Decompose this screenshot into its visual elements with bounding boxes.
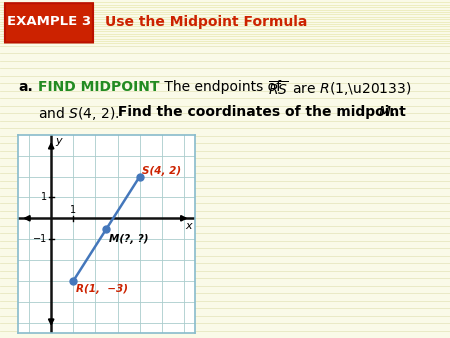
Text: Use the Midpoint Formula: Use the Midpoint Formula [105,15,307,29]
Text: $\overline{RS}$: $\overline{RS}$ [268,80,288,99]
Text: are $R$(1,\u20133): are $R$(1,\u20133) [288,80,412,97]
Text: 1: 1 [70,204,77,215]
Text: R(1,  −3): R(1, −3) [76,284,127,294]
Text: Find the coordinates of the midpoint: Find the coordinates of the midpoint [113,105,411,119]
FancyBboxPatch shape [5,3,93,43]
Text: x: x [185,221,192,231]
Text: −1: −1 [33,234,47,244]
Text: FIND MIDPOINT: FIND MIDPOINT [38,80,159,94]
Text: M(?, ?): M(?, ?) [109,234,148,244]
Text: $M$.: $M$. [378,105,396,119]
Text: The endpoints of: The endpoints of [160,80,285,94]
Text: S(4, 2): S(4, 2) [142,166,181,175]
Text: EXAMPLE 3: EXAMPLE 3 [7,16,91,28]
Text: a.: a. [18,80,33,94]
Text: and $S$(4, 2).: and $S$(4, 2). [38,105,120,122]
Text: y: y [55,136,62,146]
Text: 1: 1 [41,192,47,202]
